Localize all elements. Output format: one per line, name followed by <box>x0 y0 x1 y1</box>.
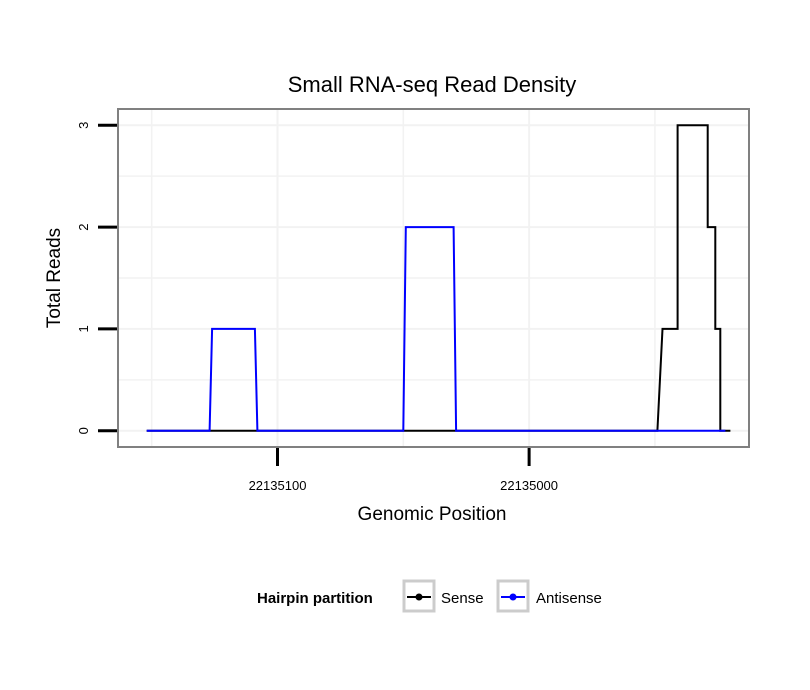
legend-key-sense-point <box>415 593 423 601</box>
y-tick-label-0: 0 <box>76 427 91 434</box>
y-tick-label-3: 3 <box>76 122 91 129</box>
chart-title: Small RNA-seq Read Density <box>288 72 577 97</box>
legend-item-antisense: Antisense <box>496 579 602 613</box>
legend: Hairpin partition Sense Antisense <box>257 579 602 613</box>
grid <box>119 110 748 446</box>
series-layer <box>146 124 731 432</box>
series-line-antisense <box>146 226 726 432</box>
x-axis: 22135100 22135000 <box>249 448 558 493</box>
y-axis-title: Total Reads <box>44 228 65 328</box>
y-axis: 0 1 2 3 <box>76 122 117 434</box>
x-axis-title: Genomic Position <box>358 504 507 525</box>
legend-label-antisense: Antisense <box>536 590 602 607</box>
y-tick-label-2: 2 <box>76 223 91 230</box>
legend-label-sense: Sense <box>441 590 484 607</box>
y-tick-label-1: 1 <box>76 325 91 332</box>
x-tick-label-1: 22135000 <box>500 478 558 493</box>
x-tick-label-0: 22135100 <box>249 478 307 493</box>
legend-title: Hairpin partition <box>257 590 373 607</box>
legend-key-antisense-point <box>509 593 517 601</box>
legend-item-sense: Sense <box>402 579 484 613</box>
plot-panel <box>117 108 750 448</box>
